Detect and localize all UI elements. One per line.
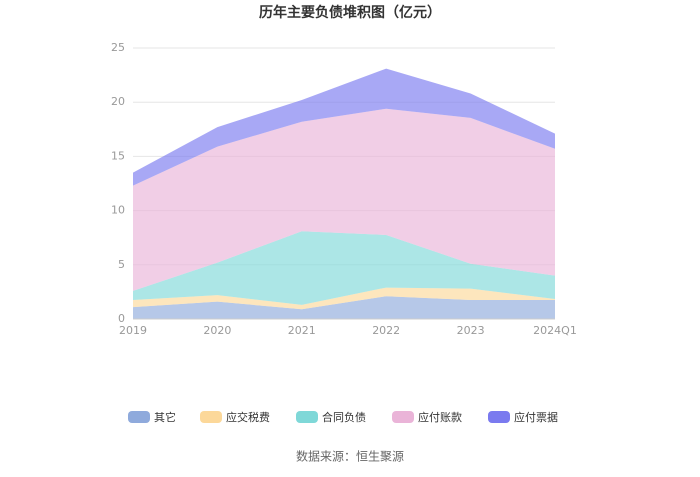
area: [133, 296, 555, 319]
area: [133, 68, 555, 186]
area: [133, 231, 555, 305]
x-tick-label: 2019: [119, 324, 147, 337]
legend-swatch: [200, 411, 222, 423]
area: [133, 287, 555, 310]
legend-label: 应付票据: [514, 410, 558, 424]
legend-swatch: [128, 411, 150, 423]
x-tick-label: 2020: [203, 324, 231, 337]
legend-swatch: [296, 411, 318, 423]
legend-swatch: [488, 411, 510, 423]
legend-label: 合同负债: [322, 410, 366, 424]
chart-title: 历年主要负债堆积图（亿元）: [259, 4, 441, 21]
y-tick-label: 25: [111, 41, 125, 54]
legend-label: 其它: [154, 410, 176, 424]
source-note: 数据来源：恒生聚源: [296, 449, 404, 464]
y-tick-label: 0: [118, 312, 125, 325]
legend-label: 应交税费: [226, 410, 270, 424]
x-tick-label: 2021: [288, 324, 316, 337]
y-tick-label: 5: [118, 258, 125, 271]
x-tick-label: 2024Q1: [533, 324, 577, 337]
legend-swatch: [392, 411, 414, 423]
y-tick-label: 10: [111, 204, 125, 217]
x-tick-label: 2022: [372, 324, 400, 337]
y-tick-label: 20: [111, 95, 125, 108]
legend-label: 应付账款: [418, 410, 462, 424]
area: [133, 108, 555, 291]
y-tick-label: 15: [111, 149, 125, 162]
x-tick-label: 2023: [457, 324, 485, 337]
